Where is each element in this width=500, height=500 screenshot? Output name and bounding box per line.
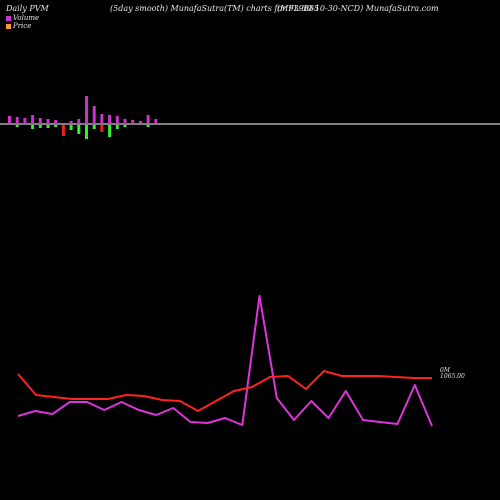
volume-bar-up xyxy=(8,116,11,124)
legend-volume-swatch xyxy=(6,15,11,21)
volume-bar-up xyxy=(38,118,42,124)
volume-bar-up xyxy=(46,119,50,124)
volume-bar-down xyxy=(108,125,112,137)
last-price-label: 1065.00 xyxy=(440,373,465,380)
volume-bar-up xyxy=(146,115,150,124)
volume-bar-up xyxy=(15,117,19,124)
volume-bar-down xyxy=(92,125,96,129)
legend-price: Price xyxy=(6,22,31,30)
volume-bar-down xyxy=(46,125,50,128)
legend-price-swatch xyxy=(6,23,11,29)
legend-price-label: Price xyxy=(13,22,32,30)
last-volume-label: 0M xyxy=(440,367,450,374)
volume-bar-down xyxy=(54,125,58,127)
legend-volume-label: Volume xyxy=(13,14,40,22)
price-series-line xyxy=(17,370,432,412)
volume-bar-down xyxy=(61,125,65,136)
volume-bar-up xyxy=(108,115,112,124)
chart-title: Daily PVM xyxy=(6,4,49,13)
volume-bar-up xyxy=(77,119,81,124)
volume-bar-down xyxy=(69,125,73,130)
volume-bar-up xyxy=(23,118,27,124)
volume-bar-up xyxy=(54,120,58,124)
volume-bar-down xyxy=(38,125,42,128)
chart-source: (MFL-30-10-30-NCD) MunafaSutra.com xyxy=(277,4,439,13)
volume-bar-down xyxy=(115,125,119,129)
volume-bar-up xyxy=(92,106,96,124)
last-value-label: 0M 1065.00 xyxy=(440,368,465,380)
volume-bar-down xyxy=(146,125,150,127)
volume-bar-up xyxy=(131,120,135,124)
volume-bar-down xyxy=(123,125,127,127)
volume-bar-down xyxy=(85,125,88,139)
volume-bar-down xyxy=(100,125,104,132)
volume-bar-up xyxy=(85,96,88,124)
volume-bar-up xyxy=(154,119,158,124)
volume-bar-down xyxy=(31,125,35,129)
chart-subtitle: (5day smooth) MunafaSutra(TM) charts for… xyxy=(110,4,320,13)
legend-volume: Volume xyxy=(6,14,39,22)
volume-bar-up xyxy=(123,119,127,124)
volume-series-line xyxy=(17,295,433,427)
volume-bar-up xyxy=(31,115,35,124)
volume-bar-up xyxy=(115,116,119,124)
volume-bar-up xyxy=(138,121,142,124)
volume-bar-up xyxy=(100,114,104,124)
volume-bar-down xyxy=(77,125,81,134)
volume-bar-up xyxy=(69,121,73,124)
volume-bar-down xyxy=(15,125,19,127)
